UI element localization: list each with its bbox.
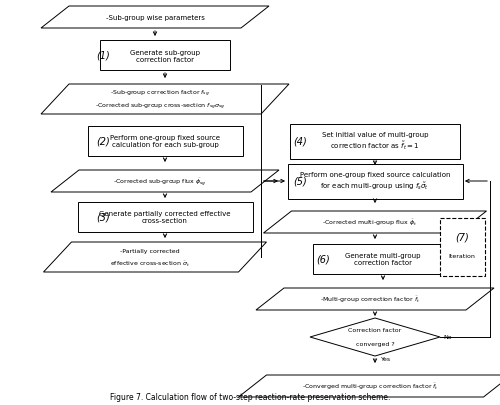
Bar bbox=[290, 124, 460, 159]
Bar bbox=[100, 41, 230, 71]
Text: (6): (6) bbox=[316, 254, 330, 264]
Text: Correction factor: Correction factor bbox=[348, 328, 402, 333]
Polygon shape bbox=[310, 318, 440, 356]
Text: Generate multi-group
correction factor: Generate multi-group correction factor bbox=[345, 253, 421, 266]
Bar bbox=[440, 218, 484, 276]
Text: converged ?: converged ? bbox=[356, 342, 395, 347]
Text: Perform one-group fixed source calculation
for each multi-group using $f_{s}\til: Perform one-group fixed source calculati… bbox=[300, 172, 450, 191]
Text: (5): (5) bbox=[293, 177, 307, 187]
Text: -Corrected sub-group cross-section $f_{sg}\sigma_{sg}$: -Corrected sub-group cross-section $f_{s… bbox=[95, 102, 225, 112]
Text: Yes: Yes bbox=[381, 357, 391, 362]
Text: -Sub-group wise parameters: -Sub-group wise parameters bbox=[106, 15, 204, 21]
Text: Generate partially corrected effective
cross-section: Generate partially corrected effective c… bbox=[99, 211, 231, 224]
Text: Set initial value of multi-group
correction factor as $\tilde{f}_{t}=1$: Set initial value of multi-group correct… bbox=[322, 132, 428, 152]
Text: Figure 7. Calculation flow of two-step reaction-rate preservation scheme.: Figure 7. Calculation flow of two-step r… bbox=[110, 392, 390, 401]
Text: -Converged multi-group correction factor $\tilde{f}_{t}$: -Converged multi-group correction factor… bbox=[302, 381, 438, 391]
Polygon shape bbox=[256, 288, 494, 310]
Bar bbox=[288, 164, 463, 199]
Text: Perform one-group fixed source
calculation for each sub-group: Perform one-group fixed source calculati… bbox=[110, 135, 220, 148]
Bar bbox=[78, 202, 252, 232]
Text: Iteration: Iteration bbox=[448, 253, 475, 258]
Bar bbox=[313, 244, 453, 274]
Text: (1): (1) bbox=[96, 51, 110, 61]
Text: -Corrected sub-group flux $\tilde{\phi}_{sg}$: -Corrected sub-group flux $\tilde{\phi}_… bbox=[114, 176, 206, 187]
Text: -Partially corrected: -Partially corrected bbox=[120, 249, 180, 254]
Text: (4): (4) bbox=[293, 136, 307, 147]
Text: Generate sub-group
correction factor: Generate sub-group correction factor bbox=[130, 49, 200, 62]
Polygon shape bbox=[51, 171, 279, 192]
Text: (3): (3) bbox=[96, 213, 110, 222]
Text: (2): (2) bbox=[96, 136, 110, 147]
Text: No: No bbox=[443, 335, 452, 340]
Text: -Sub-group correction factor $f_{sg}$: -Sub-group correction factor $f_{sg}$ bbox=[110, 89, 210, 99]
Polygon shape bbox=[264, 211, 486, 233]
Text: (7): (7) bbox=[455, 232, 469, 243]
Text: -Corrected multi-group flux $\tilde{\phi}_{t}$: -Corrected multi-group flux $\tilde{\phi… bbox=[322, 217, 418, 228]
Polygon shape bbox=[44, 243, 266, 272]
Polygon shape bbox=[41, 85, 289, 115]
Polygon shape bbox=[238, 375, 500, 397]
Bar bbox=[88, 127, 242, 157]
Text: effective cross-section $\tilde{\sigma}_{t}$: effective cross-section $\tilde{\sigma}_… bbox=[110, 259, 190, 268]
Text: -Multi-group correction factor $\tilde{f}_{t}$: -Multi-group correction factor $\tilde{f… bbox=[320, 294, 420, 304]
Polygon shape bbox=[41, 7, 269, 29]
